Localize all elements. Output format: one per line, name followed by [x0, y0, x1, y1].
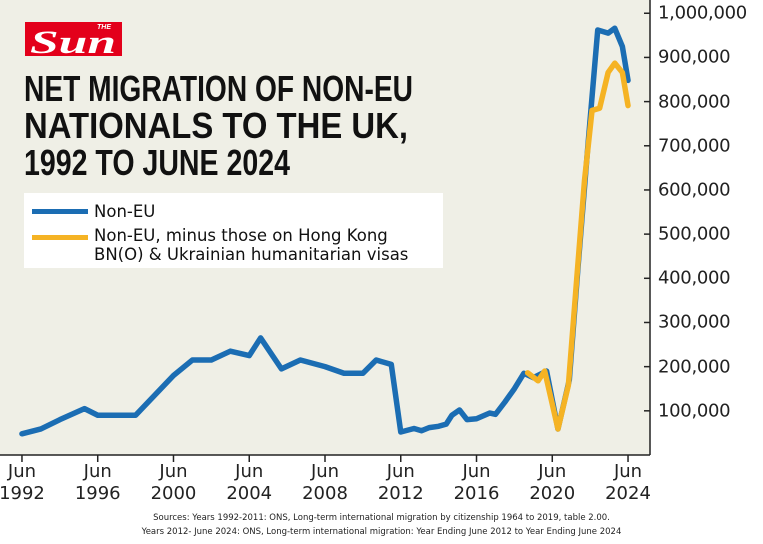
y-tick-label: 1,000,000 [658, 2, 747, 24]
x-tick-label: Jun 2016 [453, 461, 500, 504]
x-tick-label: Jun 1992 [0, 461, 45, 504]
y-tick-label: 200,000 [658, 356, 731, 378]
logo: Sun [30, 25, 116, 61]
x-tick-label: Jun 1996 [74, 461, 121, 504]
logo-box [25, 22, 122, 56]
y-tick-label: 300,000 [658, 311, 731, 333]
y-tick-label: 100,000 [658, 400, 731, 422]
x-tick-label: Jun 2012 [377, 461, 424, 504]
series-line [524, 60, 631, 432]
x-tick-label: Jun 2004 [226, 461, 273, 504]
y-tick-label: 500,000 [658, 223, 731, 245]
legend: Non-EU Non-EU, minus those on Hong Kong … [24, 193, 443, 268]
y-tick-label: 900,000 [658, 46, 731, 68]
chart-title: NATIONALS TO THE UK, [24, 105, 408, 146]
x-tick-label: Jun 2000 [150, 461, 197, 504]
logo-prefix: THE [97, 24, 111, 31]
legend-key [32, 235, 88, 240]
source-note: Years 2012- June 2024: ONS, Long-term in… [141, 527, 622, 537]
chart-title: NET MIGRATION OF NON-EU [24, 68, 413, 109]
legend-label: Non-EU [94, 202, 156, 221]
x-tick-label: Jun 2008 [302, 461, 348, 504]
source-note: Sources: Years 1992-2011: ONS, Long-term… [153, 513, 610, 523]
y-tick-label: 700,000 [658, 135, 731, 157]
y-tick-label: 400,000 [658, 267, 731, 289]
x-tick-label: Jun 2024 [605, 461, 651, 504]
legend-label: Non-EU, minus those on Hong Kong BN(O) &… [94, 226, 409, 264]
y-tick-label: 600,000 [658, 179, 731, 201]
x-tick-label: Jun 2020 [529, 461, 576, 504]
y-tick-label: 800,000 [658, 91, 731, 113]
legend-key [32, 209, 88, 214]
chart-title: 1992 TO JUNE 2024 [24, 142, 290, 183]
